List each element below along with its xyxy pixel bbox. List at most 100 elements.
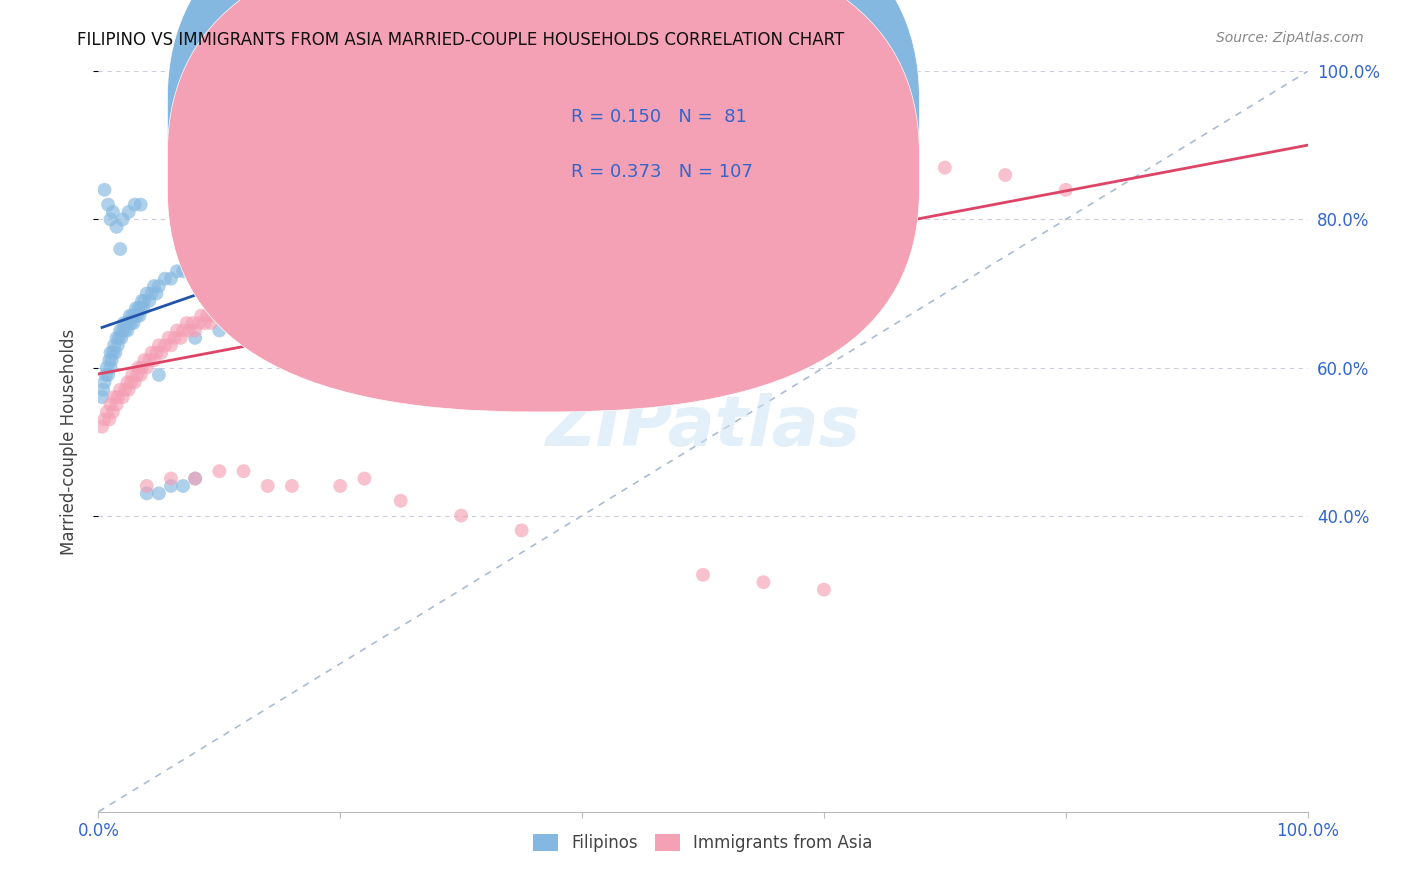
Point (450, 508, 472, 523)
Point (129, 368, 152, 382)
Point (232, 464, 254, 478)
Point (184, 331, 207, 345)
Point (631, 183, 654, 197)
Point (108, 242, 131, 256)
Point (118, 309, 141, 323)
Point (668, 183, 690, 197)
Point (124, 197, 146, 211)
Point (157, 331, 180, 345)
Point (184, 471, 207, 485)
Point (245, 293, 267, 308)
Point (160, 479, 183, 493)
Point (143, 353, 166, 368)
Point (111, 390, 134, 404)
Point (135, 486, 157, 500)
Point (202, 242, 225, 256)
Point (184, 257, 207, 271)
Point (692, 175, 714, 190)
Point (256, 479, 278, 493)
Point (98, 412, 121, 426)
Point (93, 376, 115, 390)
Point (141, 286, 163, 301)
Point (134, 293, 156, 308)
FancyBboxPatch shape (167, 0, 920, 412)
Point (523, 205, 546, 219)
Point (91, 419, 114, 434)
Point (135, 360, 157, 375)
Point (329, 286, 352, 301)
Point (256, 212, 278, 227)
Text: R = 0.373   N = 107: R = 0.373 N = 107 (571, 163, 754, 181)
Point (316, 264, 339, 278)
Point (181, 316, 204, 330)
Point (148, 368, 170, 382)
Point (127, 309, 149, 323)
Point (353, 471, 375, 485)
Point (128, 309, 150, 323)
Point (129, 301, 152, 316)
Point (269, 205, 291, 219)
Point (97, 197, 120, 211)
Point (135, 286, 157, 301)
Point (813, 582, 835, 597)
Point (134, 353, 156, 368)
Point (172, 324, 194, 338)
Point (105, 219, 128, 234)
Point (141, 345, 163, 359)
Point (129, 197, 152, 211)
Point (96, 405, 118, 419)
Point (105, 331, 128, 345)
Point (281, 242, 304, 256)
Text: Source: ZipAtlas.com: Source: ZipAtlas.com (1216, 31, 1364, 45)
Point (595, 197, 617, 211)
Point (108, 383, 131, 397)
Point (118, 383, 141, 397)
Point (115, 316, 138, 330)
Point (100, 398, 122, 412)
Point (112, 316, 135, 330)
Point (221, 293, 243, 308)
Point (100, 345, 122, 359)
Point (150, 345, 173, 359)
Point (120, 316, 142, 330)
Point (208, 309, 231, 323)
Point (232, 301, 254, 316)
Point (138, 353, 160, 368)
Point (121, 309, 143, 323)
Point (93, 183, 115, 197)
Point (389, 493, 412, 508)
Point (510, 524, 533, 538)
Point (163, 331, 186, 345)
Point (107, 338, 129, 352)
Point (226, 301, 249, 316)
Point (1054, 183, 1077, 197)
Point (131, 293, 153, 308)
Point (108, 331, 131, 345)
Point (100, 360, 122, 375)
Point (752, 161, 775, 175)
Point (100, 353, 122, 368)
Legend: Filipinos, Immigrants from Asia: Filipinos, Immigrants from Asia (527, 828, 879, 859)
Point (426, 227, 449, 242)
Point (125, 301, 148, 316)
Point (190, 309, 212, 323)
Point (221, 235, 243, 249)
Point (226, 227, 249, 242)
Point (329, 235, 352, 249)
Point (873, 161, 896, 175)
Point (117, 376, 139, 390)
Point (269, 293, 291, 308)
Point (232, 293, 254, 308)
Point (117, 324, 139, 338)
Point (101, 205, 124, 219)
Point (377, 242, 399, 256)
Point (232, 227, 254, 242)
Point (176, 316, 198, 330)
Point (366, 250, 388, 264)
Point (179, 324, 201, 338)
Point (789, 161, 811, 175)
Point (413, 235, 436, 249)
Point (292, 271, 315, 285)
Point (195, 250, 218, 264)
Text: R = 0.150   N =  81: R = 0.150 N = 81 (571, 108, 747, 126)
